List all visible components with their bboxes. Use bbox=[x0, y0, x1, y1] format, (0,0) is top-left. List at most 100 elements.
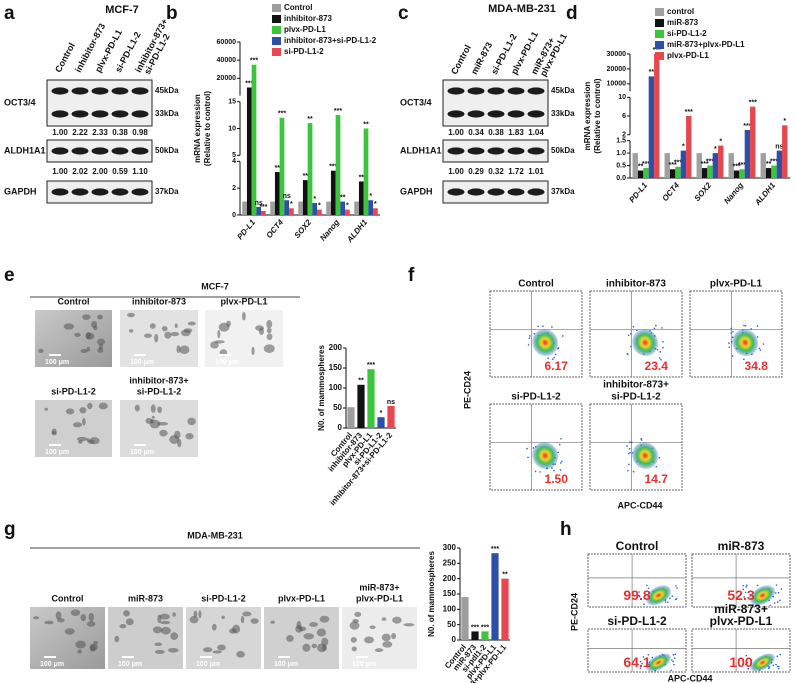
band bbox=[91, 147, 109, 155]
sphere bbox=[169, 435, 179, 444]
event bbox=[779, 653, 782, 656]
x-tick-label: Nanog bbox=[722, 181, 745, 206]
event bbox=[627, 469, 629, 472]
marker-label: 50kDa bbox=[155, 146, 179, 155]
bar bbox=[654, 54, 660, 178]
bar bbox=[501, 578, 509, 640]
significance: ** bbox=[358, 378, 364, 385]
legend-swatch bbox=[655, 52, 664, 60]
scale-bar-label: 100 μm bbox=[215, 359, 239, 366]
event bbox=[746, 661, 749, 664]
event bbox=[642, 656, 645, 658]
event bbox=[651, 656, 654, 659]
x-tick-label: OCT4 bbox=[265, 217, 286, 240]
band bbox=[111, 147, 129, 155]
image-label: Control bbox=[58, 296, 90, 306]
bar bbox=[776, 150, 783, 178]
marker-label: 33kDa bbox=[551, 109, 575, 118]
sphere bbox=[214, 340, 225, 344]
event bbox=[561, 335, 564, 337]
sphere bbox=[229, 628, 237, 634]
legend-swatch bbox=[272, 37, 281, 45]
legend-label: miR-873+plvx-PD-L1 bbox=[667, 40, 745, 49]
event bbox=[778, 665, 780, 668]
bar bbox=[326, 201, 331, 215]
panel-label: f bbox=[408, 265, 415, 286]
sphere bbox=[51, 428, 57, 435]
event bbox=[662, 340, 664, 343]
bar bbox=[744, 130, 751, 178]
image-label: si-PD-L1-2 bbox=[201, 593, 246, 603]
sphere bbox=[44, 407, 49, 411]
legend-swatch bbox=[272, 4, 281, 12]
band bbox=[71, 188, 89, 196]
event bbox=[732, 330, 734, 333]
bar bbox=[750, 106, 756, 178]
event bbox=[673, 663, 675, 666]
y-tick-label: 30000 bbox=[607, 51, 627, 58]
sphere bbox=[86, 438, 90, 442]
significance: * bbox=[374, 201, 377, 208]
sphere bbox=[119, 624, 127, 629]
event bbox=[671, 595, 674, 597]
band bbox=[91, 87, 109, 95]
significance: *** bbox=[481, 624, 489, 631]
sphere bbox=[350, 637, 357, 643]
x-tick-label: Nanog bbox=[318, 218, 341, 243]
event bbox=[559, 469, 562, 471]
event bbox=[527, 456, 529, 459]
sphere bbox=[391, 632, 397, 640]
event bbox=[646, 584, 648, 587]
sphere bbox=[403, 623, 415, 627]
band bbox=[527, 188, 545, 196]
sphere bbox=[152, 626, 163, 634]
legend-label: Control bbox=[284, 3, 312, 12]
bar bbox=[246, 87, 252, 215]
event-cluster bbox=[749, 585, 776, 606]
panel-label: h bbox=[560, 519, 572, 540]
event bbox=[667, 601, 669, 604]
sphere bbox=[217, 644, 226, 651]
flow-plot bbox=[489, 290, 583, 378]
significance: ** bbox=[766, 161, 772, 168]
image-label: Control bbox=[52, 593, 84, 603]
band bbox=[487, 188, 505, 196]
legend-label: inhibitor-873+si-PD-L1-2 bbox=[284, 36, 377, 45]
quantification: 2.02 bbox=[72, 167, 88, 176]
event bbox=[628, 463, 630, 466]
significance: * bbox=[719, 138, 722, 145]
y-tick-label: 20000 bbox=[217, 75, 237, 82]
event bbox=[744, 663, 747, 666]
quantification: 1.00 bbox=[448, 167, 464, 176]
band-label: GAPDH bbox=[4, 186, 37, 196]
bar bbox=[373, 208, 378, 215]
band bbox=[131, 188, 149, 196]
event bbox=[626, 352, 629, 355]
legend-label: miR-873 bbox=[667, 18, 699, 27]
sphere bbox=[88, 612, 95, 622]
event bbox=[775, 584, 778, 586]
sphere bbox=[174, 323, 178, 328]
sphere bbox=[74, 332, 81, 337]
band bbox=[447, 110, 465, 118]
y-tick-label: 1.0 bbox=[616, 150, 626, 157]
y-tick-label: 200 bbox=[443, 574, 457, 583]
bar bbox=[335, 115, 341, 215]
event bbox=[747, 667, 750, 670]
image-label: inhibitor-873 bbox=[132, 296, 186, 306]
significance: ** bbox=[638, 163, 644, 170]
micrograph bbox=[108, 607, 183, 669]
sphere bbox=[72, 422, 83, 428]
event bbox=[542, 325, 544, 327]
gate-percentage: 14.7 bbox=[645, 472, 669, 486]
event bbox=[756, 336, 759, 338]
band bbox=[487, 87, 505, 95]
x-tick-label: SOX2 bbox=[693, 180, 714, 203]
marker-label: 33kDa bbox=[155, 109, 179, 118]
bar bbox=[701, 168, 708, 178]
y-tick-label: 5 bbox=[232, 152, 236, 159]
bar bbox=[675, 166, 681, 178]
x-tick-label: PD-L1 bbox=[627, 180, 649, 204]
blot-title: MCF-7 bbox=[105, 4, 139, 16]
sphere bbox=[170, 632, 179, 640]
